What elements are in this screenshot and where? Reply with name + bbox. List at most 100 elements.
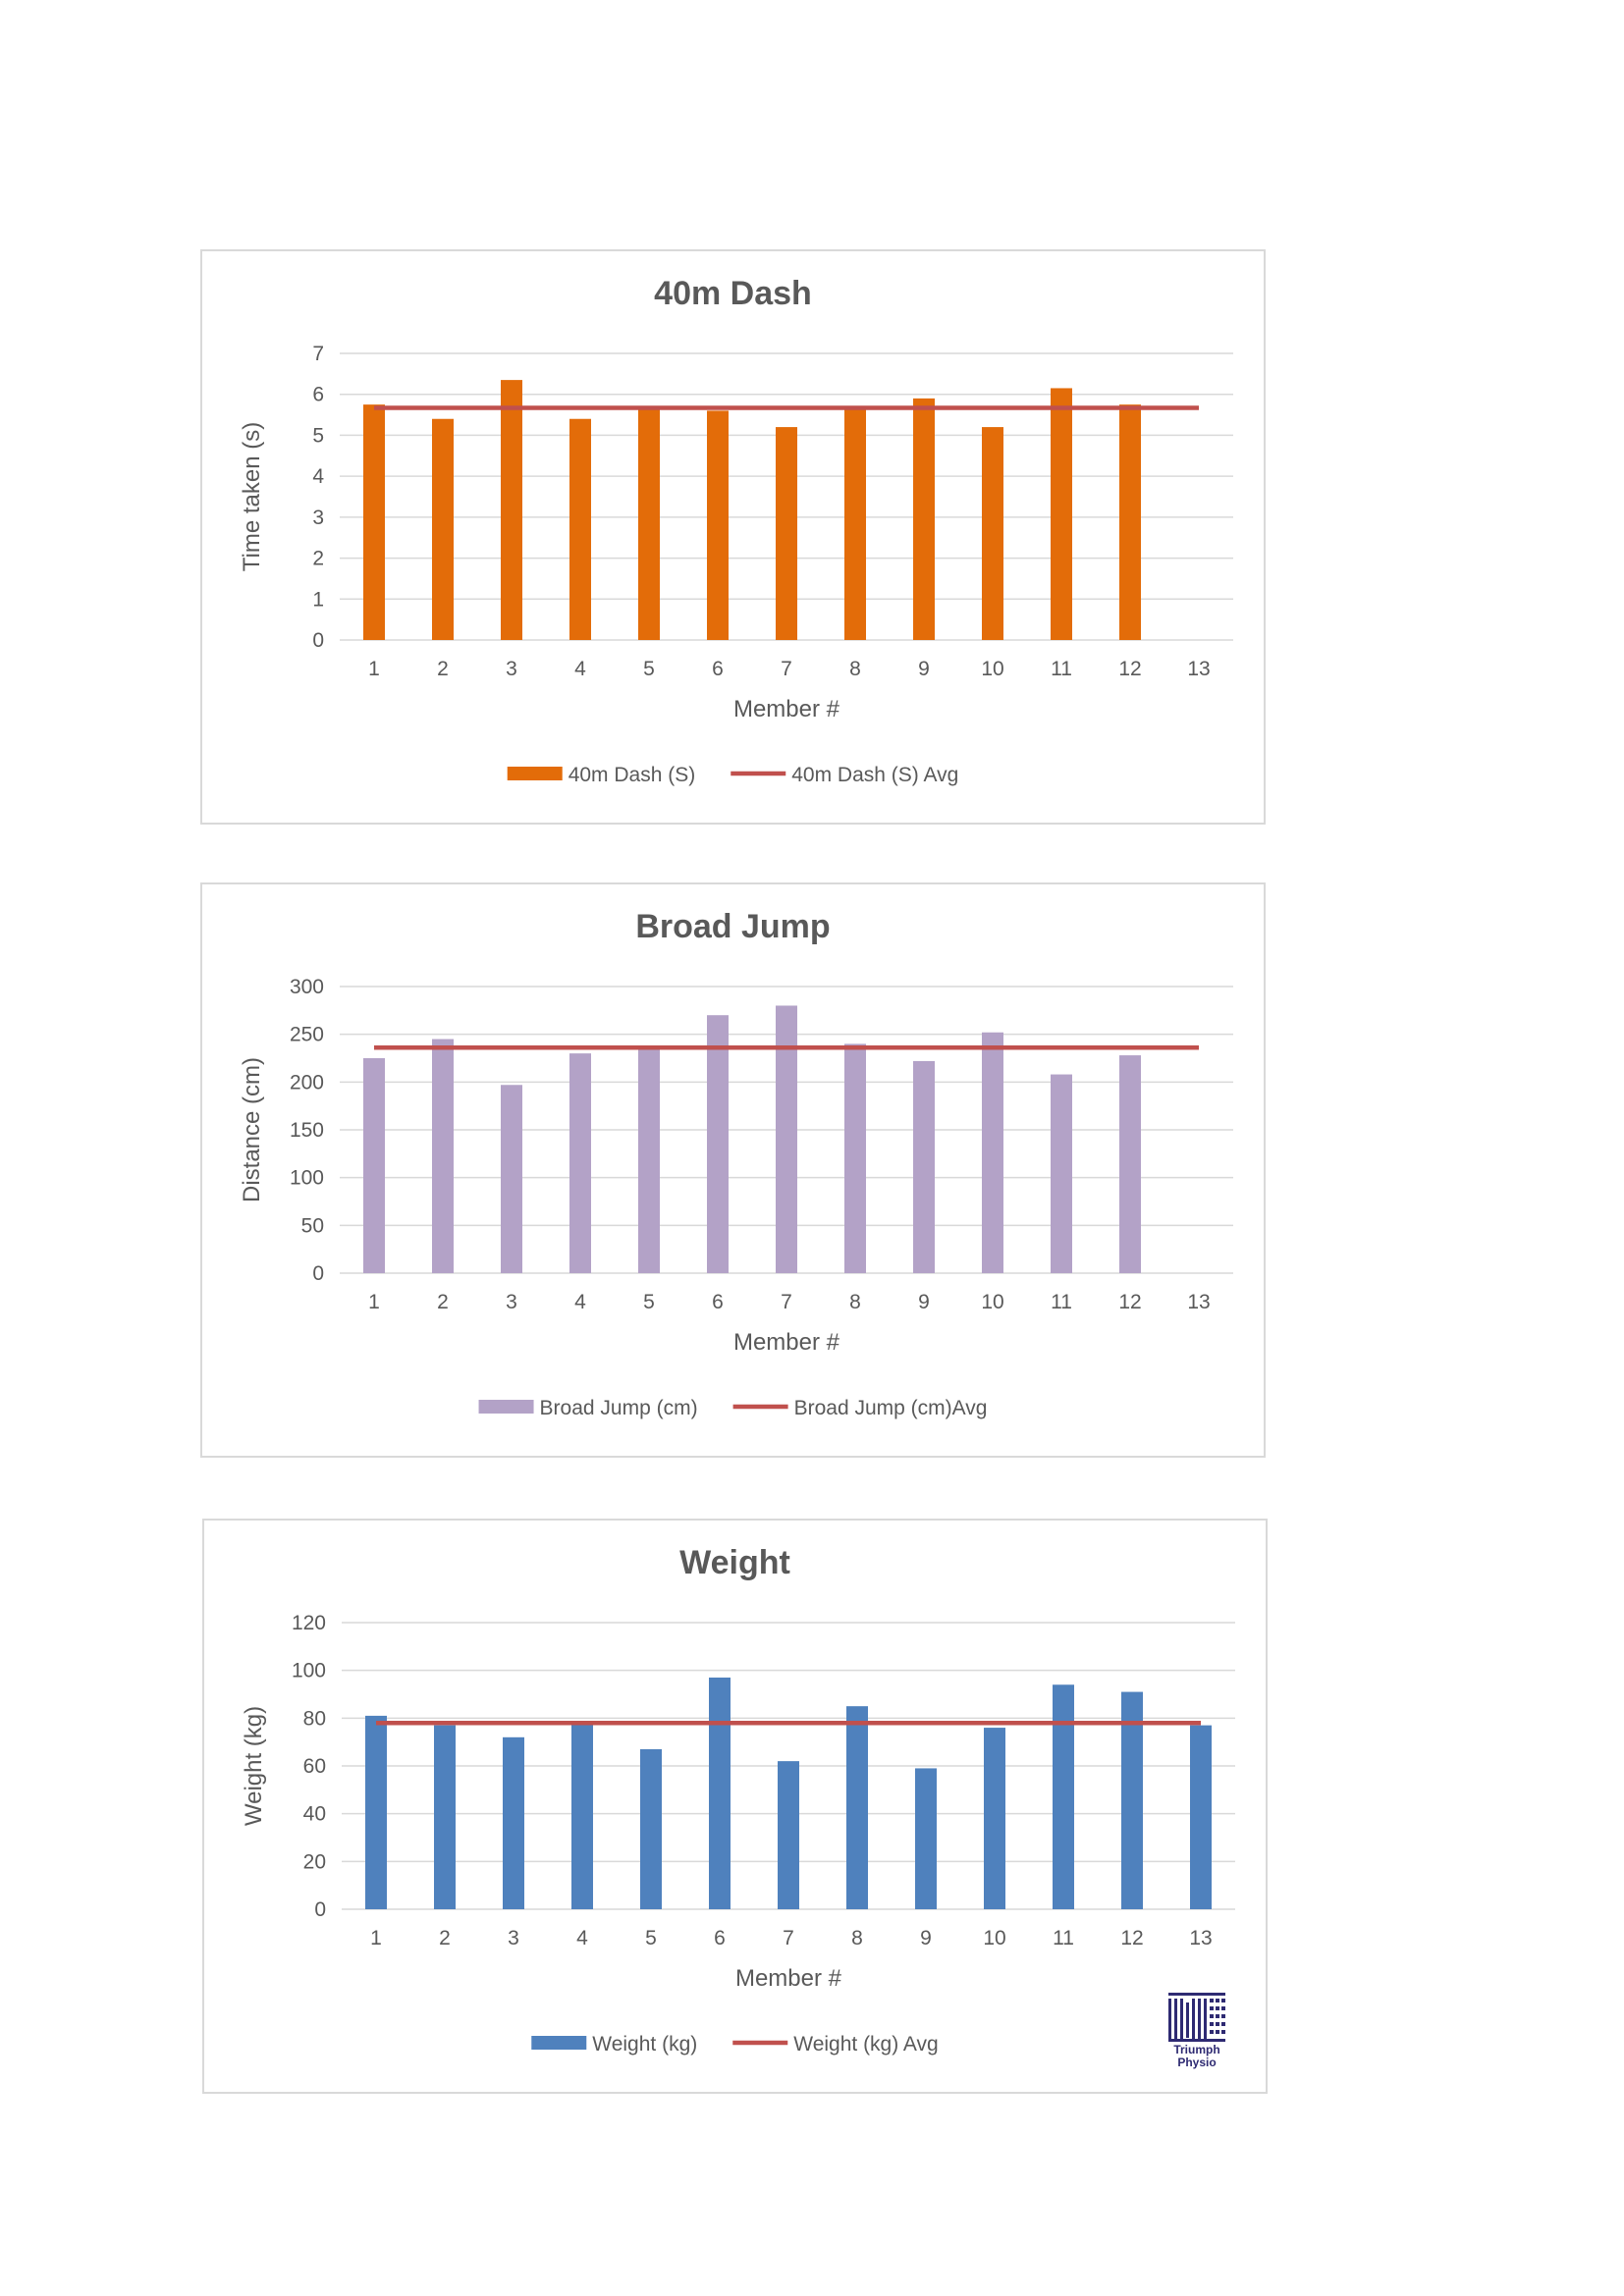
y-tick-label: 0 (312, 629, 324, 652)
x-axis-label: Member # (733, 1329, 840, 1356)
y-tick-label: 100 (292, 1660, 326, 1682)
legend-bar-label: 40m Dash (S) (568, 764, 696, 786)
x-tick-label: 8 (849, 1291, 861, 1313)
x-tick-label: 9 (920, 1927, 932, 1949)
x-tick-label: 8 (851, 1927, 863, 1949)
x-tick-label: 6 (712, 658, 724, 680)
legend-bar-swatch (531, 2036, 587, 2050)
chart-title: 40m Dash (654, 275, 812, 312)
y-tick-label: 200 (290, 1071, 324, 1094)
chart-40m-dash: 40m Dash 0 1 2 3 4 5 6 7 Time taken (s) 1 2 3 4 5 6 7 8 9 1… (200, 249, 1266, 825)
bar-3 (501, 1085, 522, 1273)
legend-line-label: Weight (kg) Avg (793, 2033, 938, 2056)
x-tick-label: 3 (508, 1927, 519, 1949)
bar-9 (915, 1768, 937, 1909)
x-tick-label: 6 (714, 1927, 726, 1949)
bar-10 (982, 1032, 1003, 1273)
x-tick-label: 13 (1187, 1291, 1210, 1313)
triumph-physio-logo: Triumph Physio (1164, 1989, 1229, 2073)
bar-6 (707, 410, 729, 640)
y-tick-label: 40 (303, 1803, 326, 1826)
legend: 40m Dash (S) 40m Dash (S) Avg (507, 764, 958, 786)
bar-2 (432, 1039, 454, 1273)
x-axis-label: Member # (733, 696, 840, 722)
x-tick-label: 7 (783, 1927, 794, 1949)
logo-mark-icon (1168, 1993, 1225, 2042)
x-tick-label: 12 (1120, 1927, 1143, 1949)
x-tick-label: 5 (643, 1291, 655, 1313)
x-tick-label: 11 (1051, 1291, 1072, 1313)
x-tick-label: 7 (781, 1291, 792, 1313)
bar-13 (1190, 1725, 1212, 1909)
x-tick-label: 10 (983, 1927, 1005, 1949)
x-tick-label: 4 (574, 658, 586, 680)
y-tick-label: 1 (312, 588, 324, 611)
y-tick-label: 7 (312, 343, 324, 365)
bar-8 (844, 408, 866, 640)
y-tick-label: 0 (312, 1262, 324, 1285)
legend-bar-swatch (507, 767, 563, 780)
bar-6 (709, 1677, 731, 1909)
bar-12 (1119, 404, 1141, 640)
y-tick-label: 4 (312, 465, 324, 488)
y-tick-label: 3 (312, 507, 324, 529)
x-tick-label: 2 (437, 1291, 449, 1313)
x-tick-label: 6 (712, 1291, 724, 1313)
bar-1 (363, 1058, 385, 1273)
x-tick-label: 3 (506, 658, 517, 680)
legend: Broad Jump (cm) Broad Jump (cm)Avg (478, 1397, 988, 1419)
chart-weight: Weight 0 20 40 60 80 100 120 Weight (kg) 1 2 3 4 5 6 7 8… (202, 1519, 1268, 2094)
x-tick-label: 9 (918, 1291, 930, 1313)
x-tick-label: 5 (643, 658, 655, 680)
x-tick-label: 10 (981, 1291, 1003, 1313)
bar-10 (984, 1728, 1005, 1909)
legend: Weight (kg) Weight (kg) Avg (531, 2033, 939, 2056)
y-tick-label: 300 (290, 976, 324, 998)
bar-12 (1121, 1691, 1143, 1909)
y-tick-label: 5 (312, 424, 324, 447)
y-tick-label: 60 (303, 1755, 326, 1778)
bar-3 (503, 1736, 524, 1909)
x-tick-label: 8 (849, 658, 861, 680)
y-axis-label: Distance (cm) (239, 1057, 265, 1202)
chart-title: Weight (679, 1544, 790, 1581)
bar-3 (501, 380, 522, 640)
bar-12 (1119, 1055, 1141, 1273)
bar-7 (776, 427, 797, 640)
x-tick-label: 5 (645, 1927, 657, 1949)
bar-5 (640, 1748, 662, 1909)
x-tick-label: 1 (370, 1927, 382, 1949)
bar-5 (638, 1045, 660, 1273)
legend-line-label: 40m Dash (S) Avg (791, 764, 958, 786)
y-tick-label: 2 (312, 548, 324, 570)
bar-4 (569, 1053, 591, 1273)
x-tick-label: 12 (1118, 658, 1141, 680)
y-tick-label: 150 (290, 1119, 324, 1142)
legend-bar-swatch (478, 1400, 534, 1414)
x-tick-label: 13 (1187, 658, 1210, 680)
y-tick-label: 100 (290, 1167, 324, 1190)
logo-line-1: Triumph (1173, 2043, 1220, 2056)
legend-bar-label: Broad Jump (cm) (540, 1397, 698, 1419)
chart-title: Broad Jump (635, 908, 830, 945)
y-axis-label: Weight (kg) (241, 1706, 267, 1826)
y-tick-label: 120 (292, 1612, 326, 1634)
bar-11 (1051, 1074, 1072, 1273)
x-tick-label: 12 (1118, 1291, 1141, 1313)
legend-line-label: Broad Jump (cm)Avg (794, 1397, 988, 1419)
y-tick-label: 50 (301, 1214, 324, 1237)
y-tick-label: 0 (314, 1898, 326, 1921)
bar-11 (1053, 1684, 1074, 1909)
chart-svg: Broad Jump 0 50 100 150 200 250 300 Distance (cm… (239, 908, 1233, 1419)
legend-bar-label: Weight (kg) (592, 2033, 697, 2056)
bar-10 (982, 427, 1003, 640)
bar-1 (365, 1715, 387, 1909)
x-tick-label: 3 (506, 1291, 517, 1313)
x-tick-label: 4 (574, 1291, 586, 1313)
bar-2 (434, 1725, 456, 1909)
x-tick-label: 11 (1053, 1927, 1074, 1949)
logo-text: Triumph Physio (1164, 2044, 1229, 2069)
y-tick-label: 250 (290, 1024, 324, 1046)
chart-broad-jump: Broad Jump 0 50 100 150 200 250 300 Distance (cm… (200, 882, 1266, 1458)
x-tick-label: 1 (368, 1291, 380, 1313)
